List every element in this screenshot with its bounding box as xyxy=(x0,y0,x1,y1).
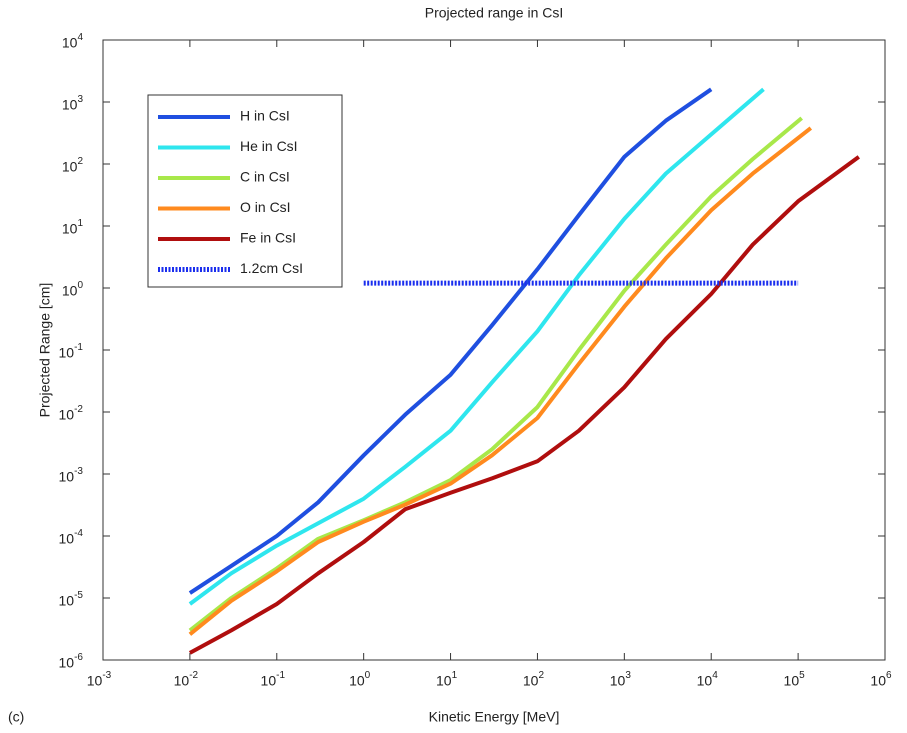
y-tick-label: 103 xyxy=(62,94,84,113)
tick-exponent: -3 xyxy=(102,670,111,681)
chart-title: Projected range in CsI xyxy=(425,5,564,21)
tick-exponent: 3 xyxy=(625,670,631,681)
y-tick-label: 100 xyxy=(62,280,84,299)
tick-exponent: 2 xyxy=(538,670,544,681)
tick-exponent: 4 xyxy=(77,32,83,43)
series-line xyxy=(188,87,713,595)
y-tick-label: 101 xyxy=(62,218,84,237)
tick-exponent: 1 xyxy=(452,670,458,681)
x-tick-label: 10-3 xyxy=(87,670,112,689)
y-tick-label: 102 xyxy=(62,156,84,175)
tick-exponent: -6 xyxy=(74,652,83,663)
tick-exponent: 0 xyxy=(365,670,371,681)
series-line xyxy=(188,126,813,636)
annotation: (c) xyxy=(8,709,24,725)
y-tick-label: 10-6 xyxy=(59,652,84,671)
x-tick-label: 10-1 xyxy=(261,670,286,689)
tick-exponent: 3 xyxy=(77,94,83,105)
tick-exponent: 5 xyxy=(799,670,805,681)
y-tick-label: 104 xyxy=(62,32,84,51)
x-tick-label: 102 xyxy=(523,670,545,689)
x-tick-label: 103 xyxy=(610,670,632,689)
legend-label: H in CsI xyxy=(240,108,290,124)
tick-exponent: 1 xyxy=(77,218,83,229)
tick-exponent: 4 xyxy=(712,670,718,681)
tick-exponent: -3 xyxy=(74,466,83,477)
x-tick-label: 104 xyxy=(697,670,719,689)
legend-label: O in CsI xyxy=(240,199,291,215)
y-tick-label: 10-4 xyxy=(59,528,84,547)
x-axis-label: Kinetic Energy [MeV] xyxy=(429,709,560,725)
tick-exponent: 2 xyxy=(77,156,83,167)
series-line xyxy=(188,155,860,655)
x-tick-label: 106 xyxy=(870,670,892,689)
series-line xyxy=(188,87,765,606)
y-tick-label: 10-5 xyxy=(59,590,84,609)
y-tick-label: 10-1 xyxy=(59,342,84,361)
tick-exponent: -2 xyxy=(189,670,198,681)
legend-label: He in CsI xyxy=(240,138,298,154)
tick-exponent: 0 xyxy=(77,280,83,291)
legend-label: 1.2cm CsI xyxy=(240,260,303,276)
y-tick-label: 10-3 xyxy=(59,466,84,485)
x-tick-label: 10-2 xyxy=(174,670,199,689)
series-line xyxy=(188,116,803,632)
tick-exponent: -5 xyxy=(74,590,83,601)
x-tick-label: 105 xyxy=(784,670,806,689)
tick-exponent: -1 xyxy=(74,342,83,353)
y-axis-label: Projected Range [cm] xyxy=(37,283,53,418)
legend-box xyxy=(147,94,343,288)
x-tick-label: 100 xyxy=(349,670,371,689)
y-tick-label: 10-2 xyxy=(59,404,84,423)
legend-label: C in CsI xyxy=(240,169,290,185)
x-tick-label: 101 xyxy=(436,670,458,689)
legend-label: Fe in CsI xyxy=(240,230,296,246)
tick-exponent: -2 xyxy=(74,404,83,415)
tick-exponent: -4 xyxy=(74,528,83,539)
tick-exponent: 6 xyxy=(886,670,892,681)
tick-exponent: -1 xyxy=(276,670,285,681)
